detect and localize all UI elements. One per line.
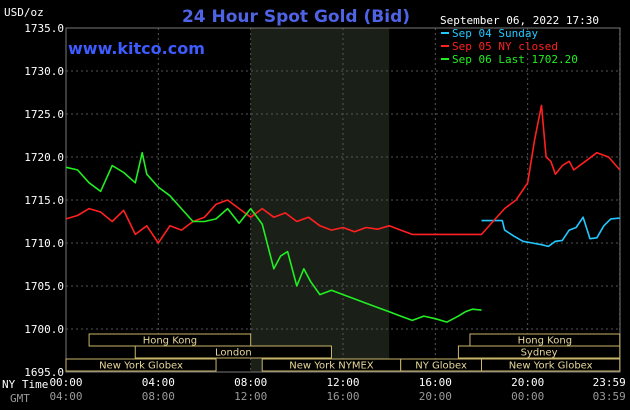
session-label: Sydney	[521, 348, 558, 359]
y-tick-label: 1710.0	[24, 237, 64, 250]
x-tick-ny: 16:00	[419, 376, 452, 389]
session-bar: New York Globex	[65, 358, 217, 372]
session-bar: Hong Kong	[469, 333, 621, 347]
legend-entry: Sep 06 Last 1702.20	[452, 53, 578, 66]
x-tick-ny: 04:00	[142, 376, 175, 389]
x-axis-label-gmt: GMT	[10, 392, 30, 405]
x-tick-ny: 08:00	[234, 376, 267, 389]
x-axis-label-ny: NY Time	[2, 378, 48, 391]
session-label: London	[215, 348, 252, 359]
session-bar: New York Globex	[481, 358, 621, 372]
y-tick-label: 1725.0	[24, 108, 64, 121]
timestamp: September 06, 2022 17:30	[440, 14, 599, 27]
series-lines	[65, 104, 621, 323]
session-bar: Hong Kong	[88, 333, 252, 347]
session-bar: NY Globex	[400, 358, 483, 372]
session-box	[457, 345, 621, 359]
x-tick-gmt: 12:00	[234, 390, 267, 403]
y-tick-label: 1700.0	[24, 323, 64, 336]
x-tick-gmt: 00:00	[511, 390, 544, 403]
x-tick-gmt: 20:00	[419, 390, 452, 403]
session-label: New York NYMEX	[289, 361, 374, 372]
x-tick-gmt: 08:00	[142, 390, 175, 403]
session-label: NY Globex	[415, 361, 467, 372]
session-bar: Sydney	[457, 345, 621, 359]
market-sessions: Hong Kong Hong Kong London Sydney New York G…	[65, 333, 621, 372]
session-box	[481, 358, 621, 372]
x-axis-ticks: 00:0004:0004:0008:0008:0012:0012:0016:00…	[49, 376, 625, 403]
y-tick-label: 1715.0	[24, 194, 64, 207]
session-bar: New York NYMEX	[261, 358, 402, 372]
session-label: New York Globex	[509, 361, 593, 372]
session-label: Hong Kong	[518, 336, 572, 347]
series-line	[65, 104, 621, 244]
plot-frame	[65, 27, 621, 373]
brand-link[interactable]: www.kitco.com	[68, 39, 205, 58]
y-axis-label: USD/oz	[4, 6, 44, 19]
chart-title: 24 Hour Spot Gold (Bid)	[182, 7, 410, 27]
session-bar: London	[134, 345, 332, 359]
x-tick-gmt: 04:00	[49, 390, 82, 403]
y-tick-label: 1730.0	[24, 65, 64, 78]
y-tick-label: 1720.0	[24, 151, 64, 164]
session-box	[134, 345, 332, 359]
series-line	[65, 151, 482, 323]
series-line	[481, 216, 620, 248]
x-tick-ny: 12:00	[326, 376, 359, 389]
session-label: New York Globex	[99, 361, 183, 372]
x-tick-ny: 23:59	[593, 376, 626, 389]
legend-entry: Sep 04 Sunday	[452, 27, 538, 40]
session-label: Hong Kong	[143, 336, 197, 347]
y-tick-label: 1735.0	[24, 22, 64, 35]
y-tick-label: 1705.0	[24, 280, 64, 293]
x-tick-ny: 20:00	[511, 376, 544, 389]
session-box	[65, 358, 217, 372]
legend-entry: Sep 05 NY closed	[452, 40, 558, 53]
x-tick-gmt: 03:59	[593, 390, 626, 403]
y-axis-ticks: 1695.0 1700.0 1705.0 1710.0 1715.0 1720.0 1725…	[24, 22, 64, 379]
x-tick-ny: 00:00	[49, 376, 82, 389]
y-tick-label: 1695.0	[24, 366, 64, 379]
x-tick-gmt: 16:00	[326, 390, 359, 403]
